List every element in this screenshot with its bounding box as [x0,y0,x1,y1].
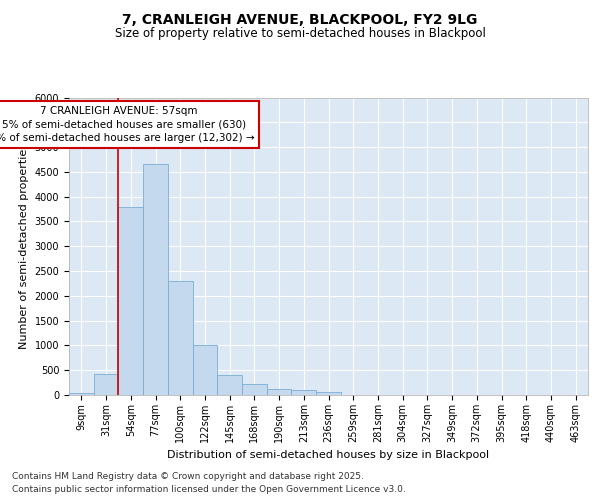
Bar [118,206,143,395]
Text: Contains public sector information licensed under the Open Government Licence v3: Contains public sector information licen… [12,485,406,494]
Y-axis label: Number of semi-detached properties: Number of semi-detached properties [19,143,29,350]
Bar [292,390,316,395]
Text: Contains HM Land Registry data © Crown copyright and database right 2025.: Contains HM Land Registry data © Crown c… [12,472,364,481]
Bar [217,375,242,395]
Bar [316,392,341,395]
X-axis label: Distribution of semi-detached houses by size in Blackpool: Distribution of semi-detached houses by … [167,450,490,460]
Bar [267,388,292,395]
Bar [242,384,267,395]
Bar [69,392,94,395]
Text: Size of property relative to semi-detached houses in Blackpool: Size of property relative to semi-detach… [115,28,485,40]
Bar [143,164,168,395]
Text: 7 CRANLEIGH AVENUE: 57sqm
← 5% of semi-detached houses are smaller (630)
95% of : 7 CRANLEIGH AVENUE: 57sqm ← 5% of semi-d… [0,106,254,143]
Bar [193,346,217,395]
Bar [168,281,193,395]
Bar [94,374,118,395]
Text: 7, CRANLEIGH AVENUE, BLACKPOOL, FY2 9LG: 7, CRANLEIGH AVENUE, BLACKPOOL, FY2 9LG [122,12,478,26]
